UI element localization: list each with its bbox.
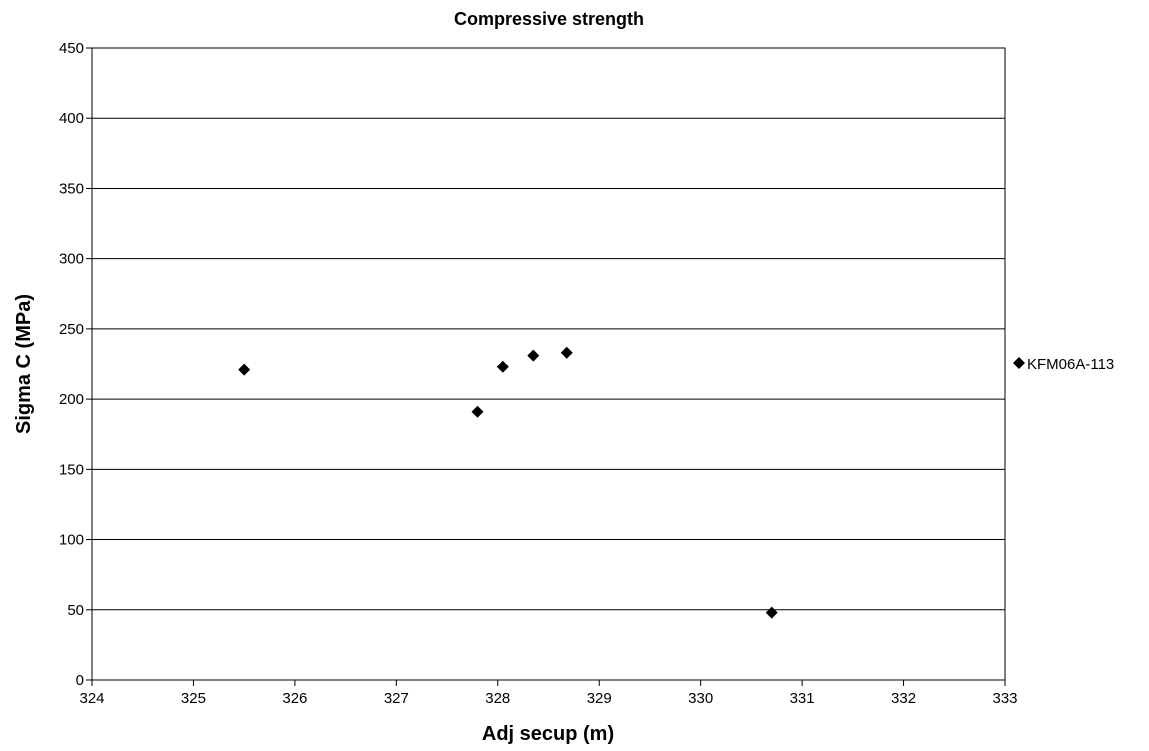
x-tick-label: 330 xyxy=(688,690,713,707)
x-tick-label: 332 xyxy=(891,690,916,707)
grid-lines xyxy=(92,117,1005,611)
y-axis-ticks: 0 50 100 150 200 250 300 350 400 450 xyxy=(59,40,92,689)
chart-title: Compressive strength xyxy=(454,9,644,29)
data-point-diamond xyxy=(471,405,484,418)
y-tick-label: 300 xyxy=(59,251,84,268)
x-axis-ticks: 324 325 326 327 328 329 330 331 332 333 xyxy=(79,680,1018,707)
data-points xyxy=(238,346,778,619)
x-tick-label: 324 xyxy=(79,690,104,707)
y-tick-label: 100 xyxy=(59,532,84,549)
x-tick-label: 327 xyxy=(384,690,409,707)
y-tick-label: 350 xyxy=(59,180,84,197)
y-axis-title: Sigma C (MPa) xyxy=(13,294,35,434)
x-tick-label: 331 xyxy=(790,690,815,707)
y-tick-label: 150 xyxy=(59,461,84,478)
y-tick-label: 0 xyxy=(76,672,84,689)
plot-area xyxy=(91,47,1006,681)
y-tick-label: 450 xyxy=(59,40,84,57)
x-tick-label: 328 xyxy=(485,690,510,707)
x-tick-label: 329 xyxy=(587,690,612,707)
data-point-diamond xyxy=(238,363,251,376)
x-tick-label: 333 xyxy=(992,690,1017,707)
data-point-diamond xyxy=(527,349,540,362)
y-tick-label: 250 xyxy=(59,321,84,338)
legend-marker-diamond-icon xyxy=(1013,357,1025,369)
legend-label: KFM06A-113 xyxy=(1027,356,1114,373)
y-tick-label: 200 xyxy=(59,391,84,408)
data-point-diamond xyxy=(560,346,573,359)
legend: KFM06A-113 xyxy=(1013,356,1114,373)
data-point-diamond xyxy=(765,606,778,619)
y-tick-label: 400 xyxy=(59,110,84,127)
x-axis-title: Adj secup (m) xyxy=(482,723,614,745)
x-tick-label: 325 xyxy=(181,690,206,707)
x-tick-label: 326 xyxy=(282,690,307,707)
data-point-diamond xyxy=(496,360,509,373)
y-tick-label: 50 xyxy=(67,602,84,619)
